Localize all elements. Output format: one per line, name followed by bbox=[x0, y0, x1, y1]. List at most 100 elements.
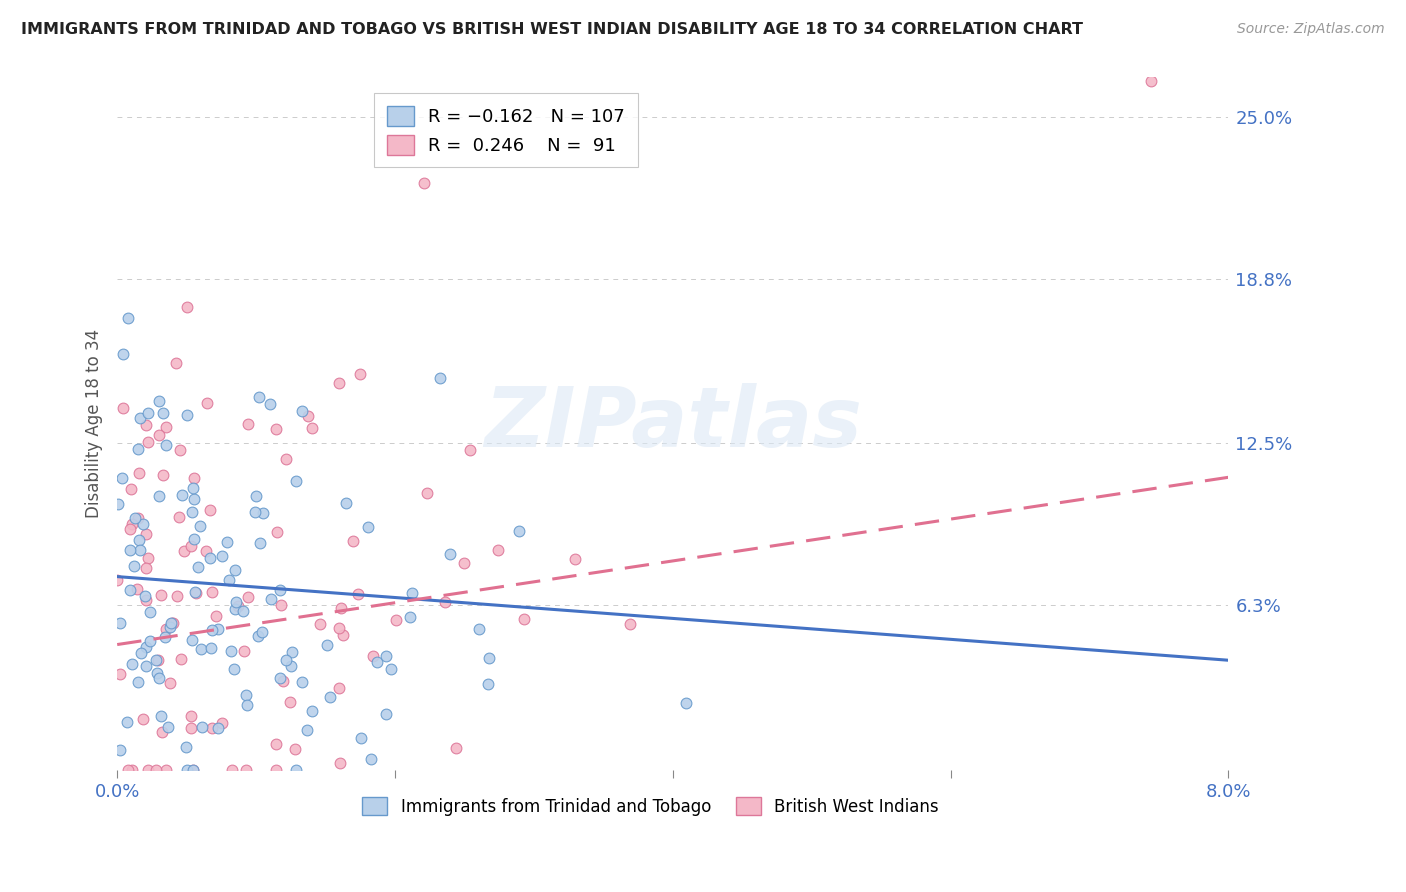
Point bbox=[245, 490, 267, 504]
Point bbox=[111, 471, 134, 485]
Point bbox=[155, 763, 177, 777]
Point bbox=[513, 612, 536, 626]
Point bbox=[329, 601, 352, 615]
Point bbox=[135, 640, 157, 655]
Point bbox=[218, 574, 240, 588]
Point bbox=[508, 524, 530, 539]
Point bbox=[281, 645, 304, 659]
Point bbox=[188, 519, 211, 533]
Point bbox=[105, 574, 128, 588]
Point bbox=[181, 763, 204, 777]
Point bbox=[266, 763, 288, 777]
Point bbox=[385, 613, 408, 627]
Point bbox=[246, 629, 269, 643]
Point bbox=[207, 622, 229, 636]
Point bbox=[200, 721, 222, 735]
Point bbox=[347, 587, 370, 601]
Point bbox=[138, 406, 160, 420]
Point bbox=[181, 481, 204, 495]
Point bbox=[357, 520, 380, 534]
Point bbox=[145, 653, 167, 667]
Point bbox=[167, 510, 190, 524]
Point bbox=[107, 497, 129, 511]
Point bbox=[148, 489, 170, 503]
Point bbox=[316, 639, 339, 653]
Point bbox=[145, 666, 167, 681]
Point bbox=[170, 487, 193, 501]
Point bbox=[224, 602, 246, 616]
Point bbox=[176, 408, 198, 422]
Point bbox=[291, 674, 314, 689]
Point bbox=[148, 394, 170, 409]
Point bbox=[181, 505, 204, 519]
Point bbox=[398, 609, 420, 624]
Point bbox=[309, 617, 332, 632]
Point bbox=[252, 506, 274, 520]
Point bbox=[264, 421, 287, 435]
Point bbox=[150, 725, 173, 739]
Point bbox=[160, 616, 183, 631]
Point bbox=[328, 681, 350, 695]
Point bbox=[135, 527, 157, 541]
Point bbox=[221, 644, 243, 658]
Point bbox=[285, 474, 308, 488]
Point bbox=[444, 740, 467, 755]
Point bbox=[184, 584, 207, 599]
Point bbox=[136, 550, 159, 565]
Point bbox=[173, 544, 195, 558]
Point bbox=[221, 763, 243, 777]
Point bbox=[276, 653, 298, 667]
Point bbox=[249, 536, 271, 550]
Point bbox=[190, 642, 212, 657]
Point bbox=[291, 404, 314, 418]
Point bbox=[128, 533, 150, 548]
Point bbox=[243, 504, 266, 518]
Point bbox=[191, 720, 214, 734]
Point bbox=[183, 471, 205, 485]
Point bbox=[374, 707, 396, 722]
Y-axis label: Disability Age 18 to 34: Disability Age 18 to 34 bbox=[86, 329, 103, 518]
Point bbox=[121, 516, 143, 531]
Point bbox=[204, 609, 226, 624]
Point bbox=[235, 763, 257, 777]
Point bbox=[176, 300, 198, 314]
Point bbox=[224, 662, 246, 676]
Point bbox=[477, 677, 499, 691]
Point bbox=[335, 496, 357, 510]
Point bbox=[235, 688, 257, 702]
Point bbox=[183, 532, 205, 546]
Point bbox=[274, 452, 297, 467]
Point bbox=[360, 752, 382, 766]
Point bbox=[247, 391, 270, 405]
Point bbox=[280, 658, 302, 673]
Point bbox=[129, 543, 152, 558]
Point bbox=[225, 595, 247, 609]
Point bbox=[236, 698, 259, 713]
Point bbox=[115, 714, 138, 729]
Point bbox=[186, 586, 208, 600]
Point bbox=[146, 652, 169, 666]
Point bbox=[127, 511, 149, 525]
Point bbox=[169, 443, 191, 458]
Point bbox=[301, 704, 323, 718]
Point bbox=[328, 376, 350, 390]
Point bbox=[198, 503, 221, 517]
Point bbox=[486, 543, 509, 558]
Point bbox=[439, 547, 461, 561]
Point bbox=[366, 655, 388, 669]
Point bbox=[135, 561, 157, 575]
Point bbox=[183, 491, 205, 506]
Point bbox=[145, 763, 167, 777]
Point bbox=[295, 723, 318, 737]
Point bbox=[284, 742, 307, 756]
Point bbox=[429, 371, 451, 385]
Point bbox=[401, 586, 423, 600]
Point bbox=[155, 420, 177, 434]
Point bbox=[159, 676, 181, 690]
Point bbox=[112, 347, 135, 361]
Point bbox=[329, 756, 352, 771]
Point bbox=[1140, 73, 1163, 87]
Point bbox=[278, 695, 301, 709]
Point bbox=[148, 428, 170, 442]
Point bbox=[380, 662, 402, 676]
